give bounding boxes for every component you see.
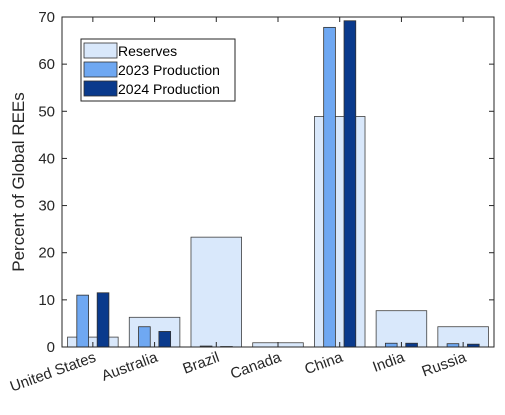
x-tick-label: Brazil (181, 349, 222, 378)
x-tick-label: Australia (99, 349, 160, 385)
bar-2023-production (323, 26, 336, 348)
legend-entry-label: Reserves (118, 43, 177, 59)
x-tick-label: India (370, 349, 407, 376)
bar-2023-production (76, 294, 89, 348)
bar-2024-production (158, 331, 172, 348)
bar-reserves (314, 116, 366, 348)
y-tick-label: 10 (38, 292, 55, 309)
y-tick-label: 30 (38, 198, 55, 215)
legend-swatch (83, 80, 118, 97)
bar-2023-production (138, 326, 151, 348)
x-tick-label: Canada (228, 349, 284, 383)
bar-2024-production (96, 292, 110, 348)
legend-entry-label: 2023 Production (118, 62, 220, 78)
bar-2023-production (384, 342, 398, 348)
y-tick-label: 20 (38, 245, 55, 262)
legend-entry-label: 2024 Production (118, 81, 220, 97)
legend: Reserves 2023 Production 2024 Production (80, 38, 236, 102)
y-tick-label: 40 (38, 150, 55, 167)
y-axis-label: Percent of Global REEs (9, 92, 28, 272)
bar-reserves (375, 310, 428, 348)
y-tick-label: 50 (38, 103, 55, 120)
x-tick-label: China (302, 349, 345, 379)
legend-swatch (83, 42, 118, 59)
bar-2024-production (343, 20, 357, 348)
bar-reserves (190, 236, 242, 348)
legend-swatch (83, 61, 118, 78)
y-tick-label: 0 (47, 339, 55, 356)
bars-layer (67, 20, 489, 348)
x-tick-label: Russia (420, 349, 470, 381)
y-tick-label: 60 (38, 56, 55, 73)
bar-2024-production (405, 342, 418, 348)
y-tick-label: 70 (38, 9, 55, 26)
